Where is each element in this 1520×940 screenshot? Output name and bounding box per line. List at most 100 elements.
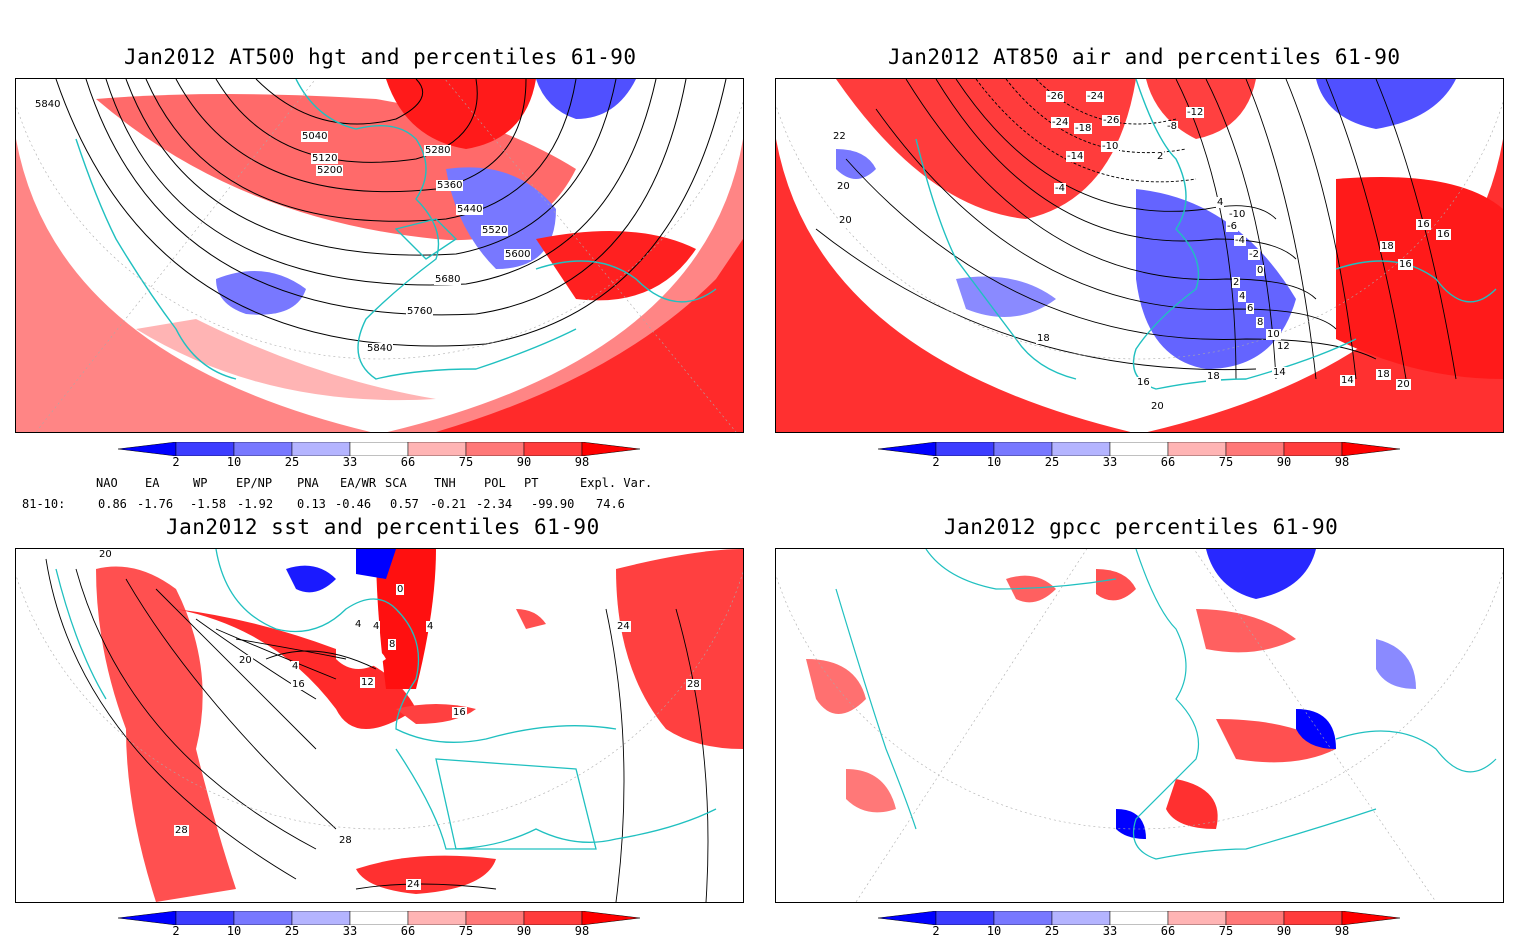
contour-label: 2 <box>1232 277 1241 288</box>
contour-label: 4 <box>372 621 381 632</box>
teleconnection-header: Expl. Var. <box>580 476 653 490</box>
teleconnection-value: -1.58 <box>190 497 227 511</box>
colorbar-segment <box>523 910 583 926</box>
colorbar-segment <box>935 441 995 457</box>
contour-label: -26 <box>1046 91 1065 102</box>
colorbar-strip <box>877 910 1401 926</box>
contour-label: 22 <box>832 131 847 142</box>
colorbar-segment <box>407 441 467 457</box>
colorbar-tick-label: 33 <box>1102 455 1118 469</box>
contour-label: 12 <box>360 677 375 688</box>
colorbar-tick-label: 75 <box>458 924 474 938</box>
teleconnection-value: 0.13 <box>297 497 326 511</box>
colorbar-segment <box>935 910 995 926</box>
colorbar-tick-label: 90 <box>516 924 532 938</box>
contour-label: -4 <box>1234 235 1246 246</box>
contour-label: 24 <box>406 879 421 890</box>
colorbar-segment <box>175 441 235 457</box>
contour-label: 5360 <box>436 180 464 191</box>
teleconnection-header: SCA <box>385 476 407 490</box>
contour-label: 5760 <box>406 306 434 317</box>
contour-label: 20 <box>238 655 253 666</box>
teleconnection-header: EA <box>145 476 160 490</box>
map-panel-hgt: 5840 5040 5120 5200 5280 5360 5440 5520 5600 5680… <box>15 78 744 433</box>
contour-label: 18 <box>1036 333 1051 344</box>
contour-label: 5520 <box>481 225 509 236</box>
colorbar-strip <box>877 441 1401 457</box>
colorbar-tick-label: 90 <box>1276 924 1292 938</box>
teleconnection-header: TNH <box>434 476 456 490</box>
contour-label: -12 <box>1186 107 1205 118</box>
teleconnection-period: 81-10: <box>22 497 66 511</box>
contour-label: 16 <box>1436 229 1451 240</box>
contour-label: -6 <box>1226 221 1238 232</box>
contour-label: 5280 <box>424 145 452 156</box>
contour-label: -4 <box>1054 183 1066 194</box>
colorbar-segment <box>1225 441 1285 457</box>
teleconnection-header: PT <box>524 476 539 490</box>
colorbar-tick-label: 33 <box>342 455 358 469</box>
contour-label: 16 <box>291 679 306 690</box>
colorbar-tick-label: 75 <box>1218 924 1234 938</box>
colorbar-segment <box>291 441 351 457</box>
contour-label: 4 <box>1216 197 1225 208</box>
colorbar-gpcc: 2 10 25 33 66 75 90 98 <box>877 910 1402 940</box>
colorbar-tick-label: 10 <box>226 924 242 938</box>
colorbar-segment <box>291 910 351 926</box>
contour-label: 6 <box>1246 303 1255 314</box>
contour-label: 18 <box>1380 241 1395 252</box>
map-gpcc-svg <box>776 549 1503 902</box>
contour-label: 5840 <box>34 99 62 110</box>
colorbar-segment <box>233 441 293 457</box>
contour-label: -24 <box>1051 117 1070 128</box>
panel-title-air: Jan2012 AT850 air and percentiles 61-90 <box>888 45 1401 69</box>
colorbar-tick-label: 25 <box>284 924 300 938</box>
map-panel-sst: 20 0 4 4 8 4 20 4 16 12 16 24 28 28 24 28 <box>15 548 744 903</box>
contour-label: -26 <box>1102 115 1121 126</box>
colorbar-tick-label: 98 <box>1334 455 1350 469</box>
colorbar-tick-label: 90 <box>516 455 532 469</box>
colorbar-segment <box>1167 910 1227 926</box>
teleconnection-value: -1.76 <box>137 497 174 511</box>
contour-label: 5200 <box>316 165 344 176</box>
contour-label: 16 <box>1136 377 1151 388</box>
contour-label: 28 <box>338 835 353 846</box>
colorbar-segment <box>465 441 525 457</box>
contour-label: 18 <box>1376 369 1391 380</box>
contour-label: 18 <box>1206 371 1221 382</box>
teleconnection-header: PNA <box>297 476 319 490</box>
contour-label: 28 <box>174 825 189 836</box>
contour-label: 2 <box>1156 151 1165 162</box>
colorbar-tick-label: 25 <box>1044 455 1060 469</box>
contour-label: 8 <box>1256 317 1265 328</box>
contour-label: 20 <box>1150 401 1165 412</box>
colorbar-tick-label: 2 <box>932 455 940 469</box>
colorbar-segment <box>465 910 525 926</box>
map-hgt-svg <box>16 79 743 432</box>
contour-label: 4 <box>426 621 435 632</box>
colorbar-segment <box>1109 910 1169 926</box>
teleconnection-value: 74.6 <box>596 497 625 511</box>
colorbar-segment <box>233 910 293 926</box>
colorbar-tick-label: 66 <box>1160 455 1176 469</box>
contour-label: 20 <box>836 181 851 192</box>
colorbar-segment <box>993 441 1053 457</box>
colorbar-segment <box>407 910 467 926</box>
colorbar-hgt: 2 10 25 33 66 75 90 98 <box>117 441 642 471</box>
colorbar-segment <box>877 910 937 926</box>
colorbar-segment <box>117 910 177 926</box>
colorbar-tick-label: 10 <box>986 924 1002 938</box>
contour-label: 16 <box>1398 259 1413 270</box>
colorbar-segment <box>523 441 583 457</box>
colorbar-tick-label: 10 <box>226 455 242 469</box>
colorbar-strip <box>117 441 641 457</box>
contour-label: 5440 <box>456 204 484 215</box>
colorbar-segment <box>581 910 641 926</box>
colorbar-segment <box>581 441 641 457</box>
contour-label: 4 <box>1238 291 1247 302</box>
teleconnection-header: EP/NP <box>236 476 273 490</box>
contour-label: -10 <box>1101 141 1120 152</box>
colorbar-segment <box>1167 441 1227 457</box>
contour-label: -24 <box>1086 91 1105 102</box>
colorbar-segment <box>1283 910 1343 926</box>
